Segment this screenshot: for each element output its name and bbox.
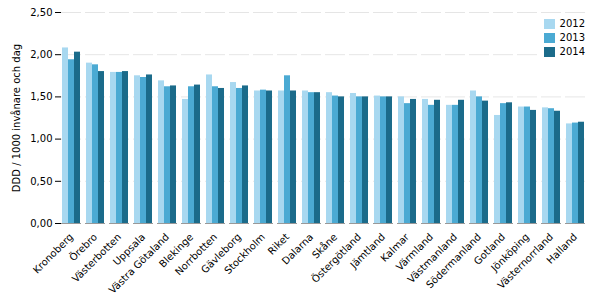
svg-text:Gotland: Gotland — [471, 231, 508, 267]
svg-text:2,50: 2,50 — [30, 7, 52, 18]
svg-text:Jönköping: Jönköping — [488, 231, 532, 274]
svg-text:Norrbotten: Norrbotten — [172, 231, 220, 278]
svg-text:Halland: Halland — [545, 231, 580, 266]
svg-text:Jämtland: Jämtland — [347, 231, 387, 271]
svg-text:Blekinge: Blekinge — [156, 231, 196, 270]
html-text:2012: 2012 — [559, 18, 585, 29]
svg-text:Skåne: Skåne — [309, 231, 340, 261]
svg-text:0,50: 0,50 — [30, 176, 52, 187]
svg-text:Västernorrland: Västernorrland — [495, 231, 556, 291]
svg-text:1,00: 1,00 — [30, 133, 52, 144]
html-text:2014: 2014 — [559, 46, 585, 57]
svg-text:Södermanland: Södermanland — [424, 231, 484, 291]
svg-text:Västra Götaland: Västra Götaland — [106, 231, 172, 296]
svg-text:DDD / 1000 invånare och dag: DDD / 1000 invånare och dag — [10, 44, 22, 192]
svg-text:Uppsala: Uppsala — [110, 231, 148, 268]
svg-text:Västmanland: Västmanland — [405, 231, 460, 286]
svg-text:1,50: 1,50 — [30, 91, 52, 102]
svg-text:Gävleborg: Gävleborg — [199, 231, 244, 276]
svg-text:Värmland: Värmland — [393, 231, 436, 273]
svg-text:0,00: 0,00 — [30, 218, 52, 229]
html-text:2013: 2013 — [559, 32, 585, 43]
svg-text:Västerbotten: Västerbotten — [69, 231, 124, 285]
svg-text:Kalmar: Kalmar — [378, 231, 412, 264]
svg-text:2,00: 2,00 — [30, 49, 52, 60]
svg-text:Örebro: Örebro — [67, 231, 100, 264]
svg-text:Riket: Riket — [265, 231, 292, 257]
svg-text:Dalarna: Dalarna — [280, 231, 315, 266]
svg-text:Kronoberg: Kronoberg — [30, 231, 76, 276]
svg-text:Östergötland: Östergötland — [309, 231, 364, 285]
svg-text:Stockholm: Stockholm — [222, 231, 267, 276]
